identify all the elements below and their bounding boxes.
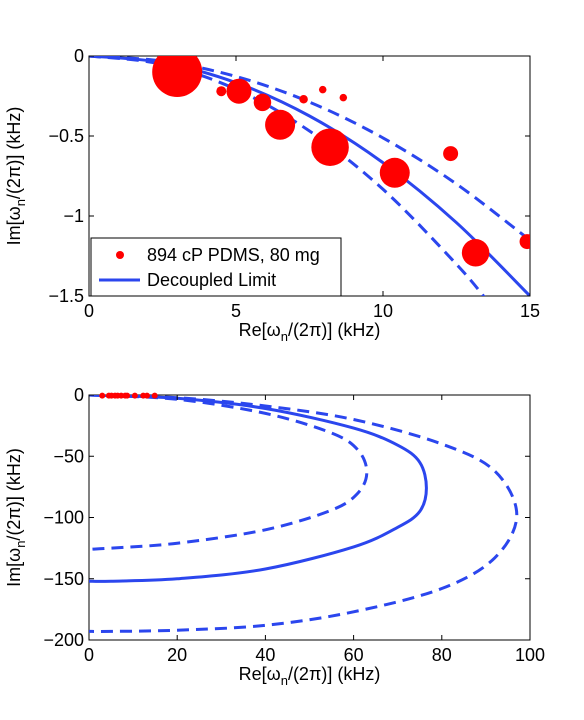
y-tick-label: 0 [74,46,84,66]
y-tick-label: −50 [53,446,84,466]
data-point [339,93,348,102]
data-point [226,78,252,104]
dashed-curve [89,56,530,242]
data-point [318,85,327,94]
x-tick-label: 0 [84,645,94,665]
data-point [461,239,490,267]
data-point [379,157,410,188]
bottom-plot-panel: 0 20 40 60 80 100 0 −50 −100 −150 −200 Re[ωn/(2π)… [4,385,545,688]
x-tick-label: 20 [167,645,187,665]
top-plot-y-axis-label: Im[ωn/(2π)] (kHz) [4,107,28,246]
data-point [152,56,203,97]
data-point [99,392,106,399]
dashed-curve [89,395,519,633]
data-point [299,94,308,104]
solid-curve [89,395,428,583]
y-tick-label: −0.5 [48,126,84,146]
data-point [124,392,131,399]
bottom-plot-curves [89,395,519,633]
legend-label-points: 894 cP PDMS, 80 mg [147,245,320,265]
data-point [151,392,158,399]
x-tick-label: 10 [373,301,393,321]
bottom-plot-points [99,392,158,399]
y-tick-label: 0 [74,385,84,405]
data-point [143,392,150,399]
x-tick-label: 0 [84,301,94,321]
top-plot-points [152,56,530,267]
x-tick-label: 80 [432,645,452,665]
legend-box [90,237,342,297]
x-tick-label: 40 [255,645,275,665]
data-point [265,109,296,140]
y-tick-label: −1 [63,206,84,226]
y-tick-label: −200 [43,630,84,650]
y-tick-label: −150 [43,569,84,589]
x-tick-label: 60 [344,645,364,665]
top-plot-legend: 894 cP PDMS, 80 mg Decoupled Limit [90,237,342,297]
data-point [216,86,227,97]
top-plot-x-ticks: 0 5 10 15 [84,56,540,321]
x-tick-label: 5 [231,301,241,321]
dashed-curve [89,56,486,296]
bottom-plot-x-axis-label: Re[ωn/(2π)] (kHz) [239,664,381,688]
data-point [131,392,138,399]
legend-marker-points [116,251,124,259]
bottom-plot-y-ticks: 0 −50 −100 −150 −200 [43,385,530,650]
x-tick-label: 100 [515,645,545,665]
data-point [443,146,459,162]
data-point [519,234,530,250]
legend-label-line: Decoupled Limit [147,270,276,290]
y-tick-label: −100 [43,508,84,528]
data-point [253,93,272,112]
dashed-curve [89,395,369,551]
top-plot-x-axis-label: Re[ωn/(2π)] (kHz) [239,320,381,344]
top-plot-y-ticks: 0 −0.5 −1 −1.5 [48,46,530,306]
top-plot-panel: 0 5 10 15 0 −0.5 −1 −1.5 Re[ωn/(2π)] (kHz) Im[… [4,46,540,344]
x-tick-label: 15 [520,301,540,321]
bottom-plot-y-axis-label: Im[ωn/(2π)] (kHz) [4,448,28,587]
data-point [311,128,349,166]
bottom-plot-x-ticks: 0 20 40 60 80 100 [84,395,545,665]
y-tick-label: −1.5 [48,286,84,306]
